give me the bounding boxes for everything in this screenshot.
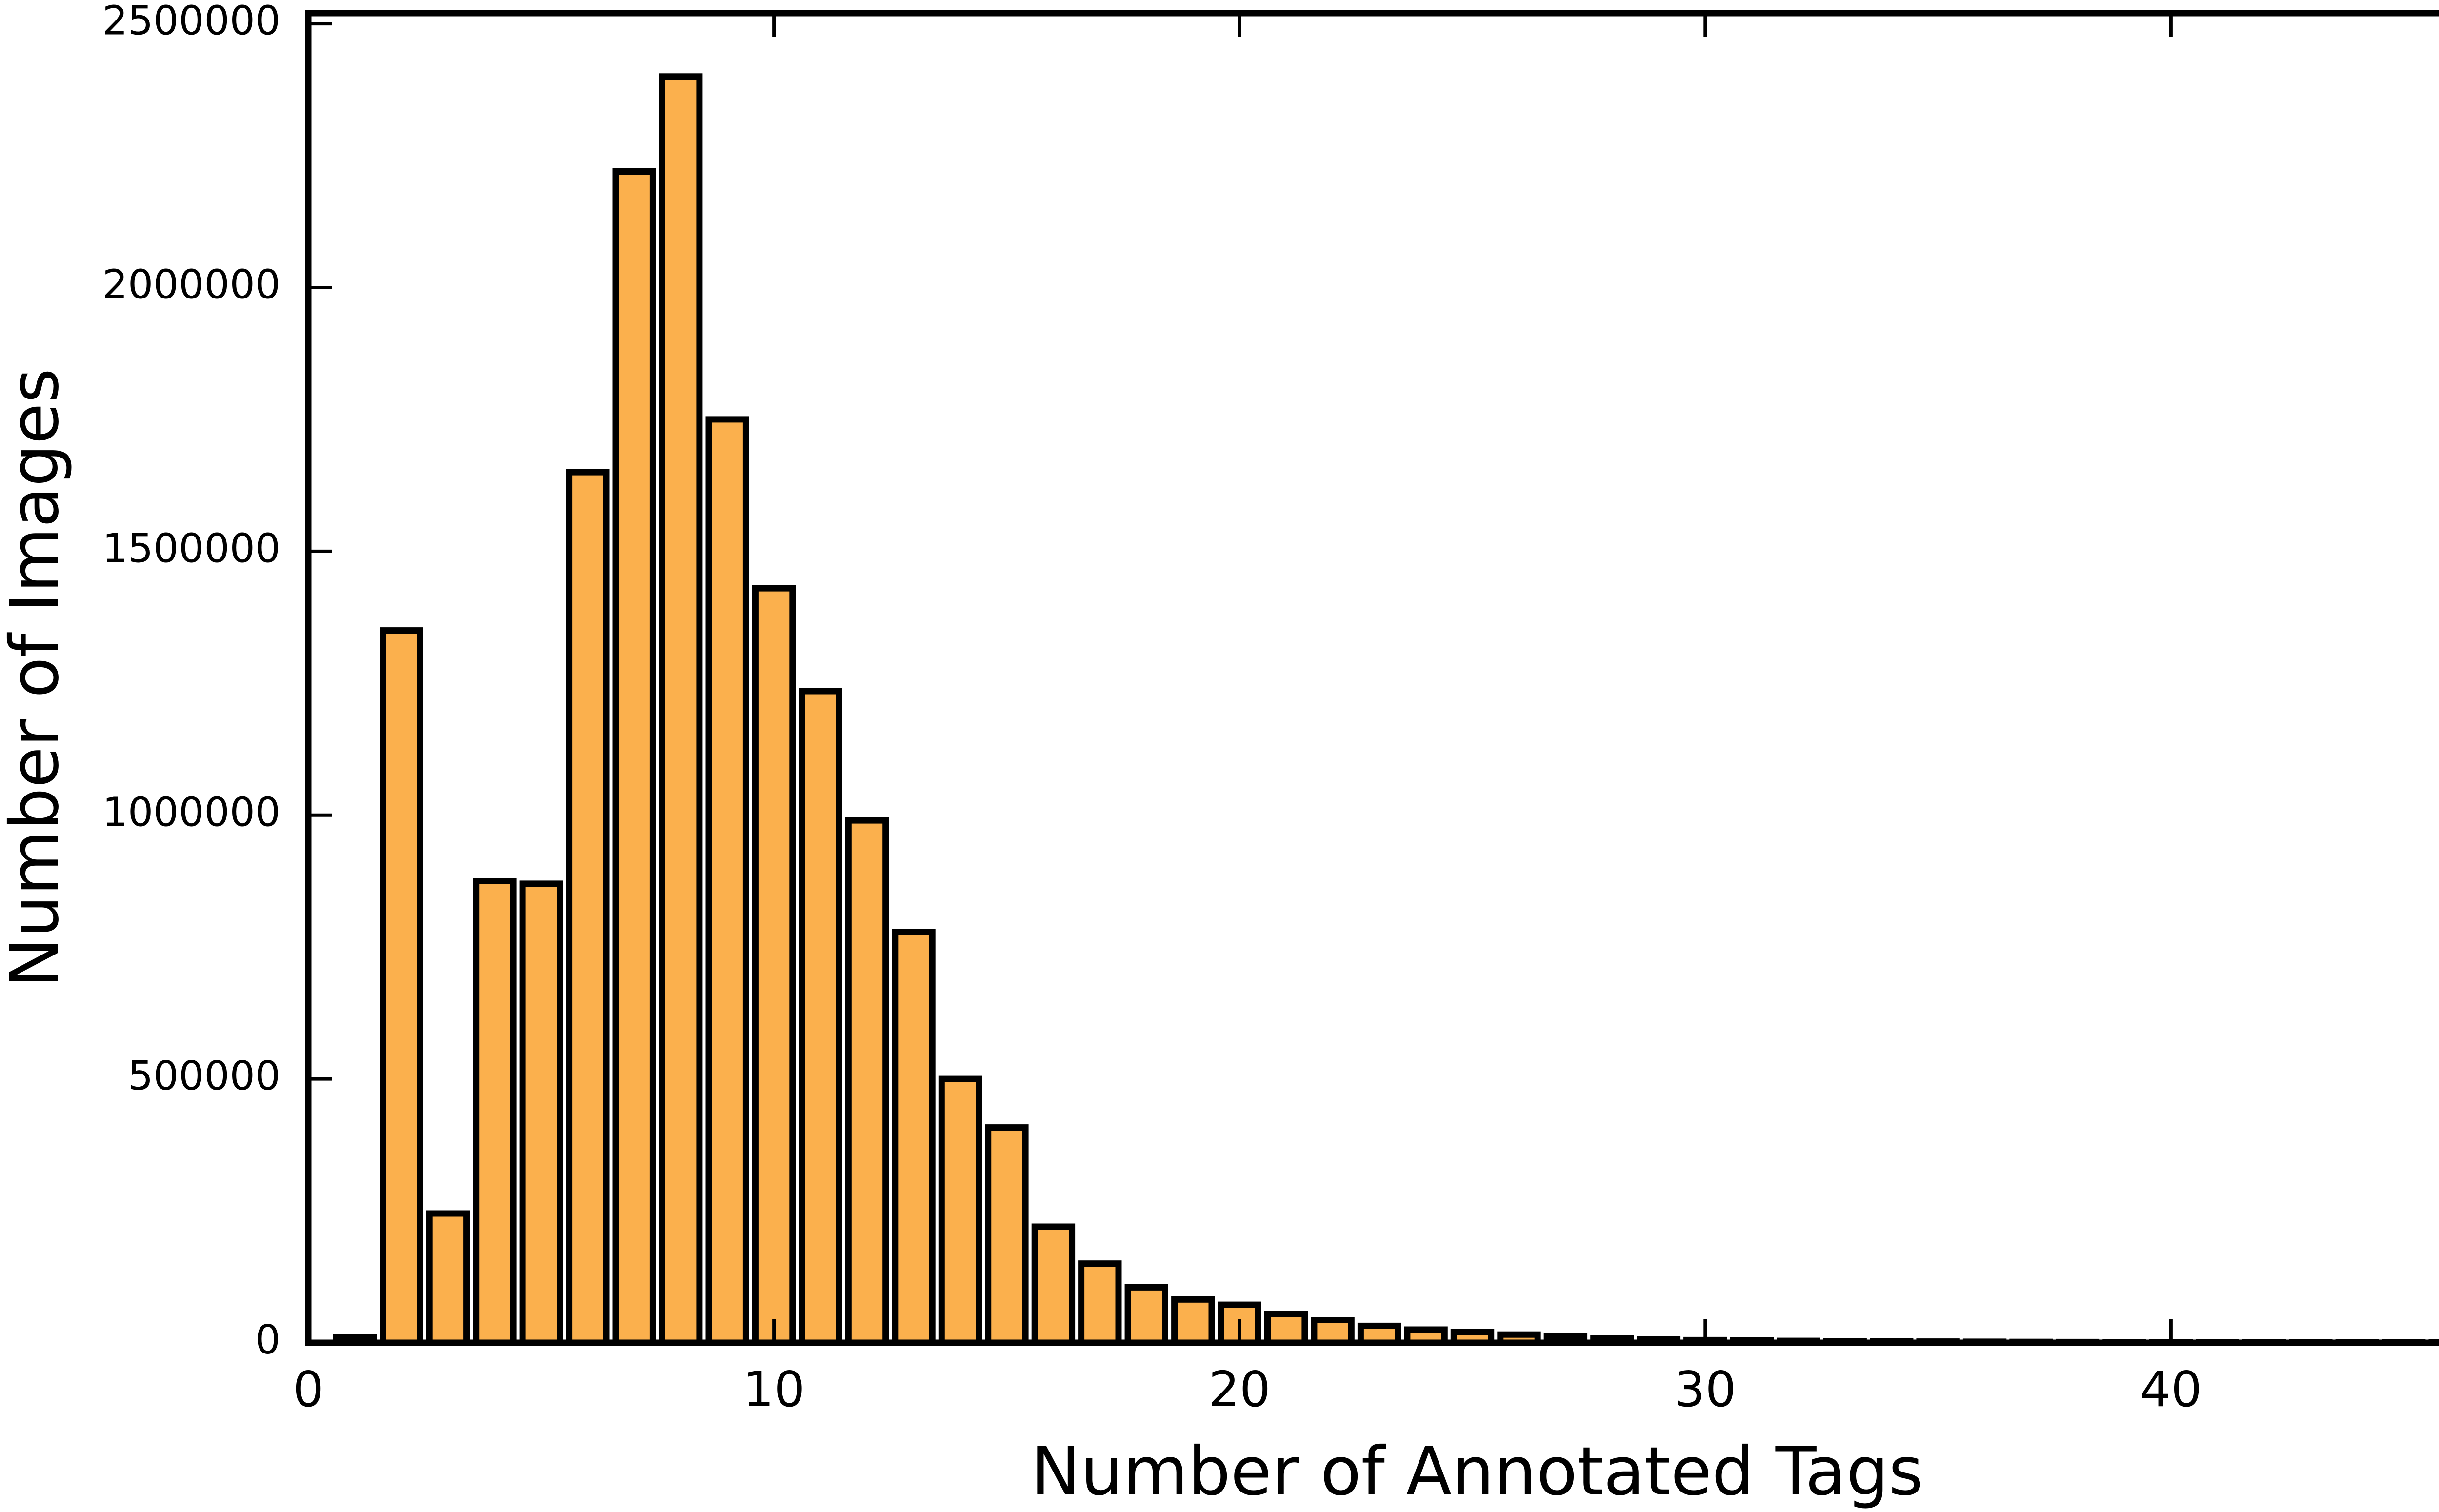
bar (1031, 1223, 1076, 1346)
y-tick-label: 1500000 (102, 525, 280, 572)
bar (1124, 1284, 1169, 1346)
bar (845, 817, 889, 1346)
y-tick-label: 2000000 (102, 262, 280, 308)
bar (938, 1075, 982, 1346)
bars-group (333, 73, 2439, 1346)
y-tick-label: 0 (255, 1317, 280, 1363)
bar (1078, 1260, 1122, 1346)
axes-frame (305, 10, 2439, 1346)
y-tick-label: 2500000 (102, 0, 280, 44)
y-tick-label: 1000000 (102, 789, 280, 836)
bar (1311, 1317, 1355, 1346)
bar (705, 416, 749, 1346)
bar (380, 627, 423, 1346)
y-tick-labels: 0 500000 1000000 1500000 2000000 2500000 (102, 0, 280, 1363)
bar (1171, 1296, 1215, 1346)
y-tick-label: 500000 (128, 1053, 280, 1099)
bar (1264, 1311, 1308, 1346)
x-tick-label: 10 (743, 1361, 805, 1418)
bar (799, 688, 842, 1346)
bar (473, 878, 517, 1346)
bar (659, 73, 703, 1346)
y-axis-label: Number of Images (0, 368, 74, 988)
bar (892, 929, 936, 1346)
bar (985, 1124, 1029, 1346)
bar (752, 585, 796, 1346)
x-axis-label: Number of Annotated Tags (1031, 1433, 1923, 1511)
x-tick-label: 20 (1209, 1361, 1271, 1418)
bar (519, 880, 563, 1346)
bar (426, 1210, 470, 1346)
tick-marks (308, 13, 2173, 1343)
x-tick-label: 30 (1674, 1361, 1736, 1418)
bar (566, 469, 610, 1346)
x-tick-label: 0 (293, 1361, 324, 1418)
bar (612, 168, 656, 1346)
axes-frame-rect (305, 10, 2439, 1346)
x-tick-label: 40 (2140, 1361, 2202, 1418)
